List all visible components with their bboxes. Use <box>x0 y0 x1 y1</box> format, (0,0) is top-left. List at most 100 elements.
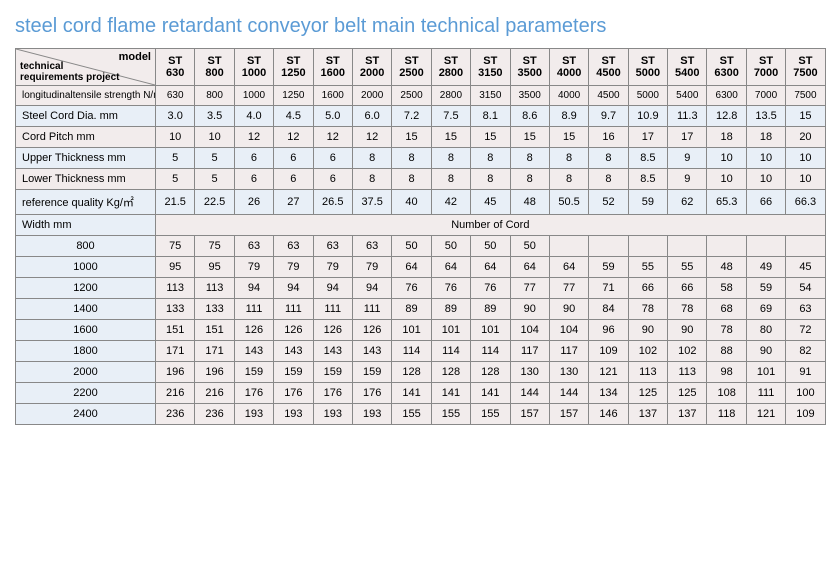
model-header: ST7500 <box>786 49 825 86</box>
cell: 8 <box>510 148 549 169</box>
cell: 5400 <box>668 86 707 106</box>
cell: 4000 <box>549 86 588 106</box>
cord-count-cell: 111 <box>274 299 313 320</box>
cell: 12 <box>352 127 391 148</box>
cell: 6 <box>274 169 313 190</box>
cell: 16 <box>589 127 628 148</box>
cell: 10 <box>707 148 746 169</box>
cell: 8 <box>352 169 391 190</box>
cell: 8 <box>471 148 510 169</box>
cell: 9 <box>668 148 707 169</box>
cord-count-cell: 126 <box>313 320 352 341</box>
cord-count-cell: 236 <box>156 404 195 425</box>
width-row: 1800171171143143143143114114114117117109… <box>16 341 826 362</box>
width-value: 800 <box>16 236 156 257</box>
model-header: ST5400 <box>668 49 707 86</box>
width-value: 2400 <box>16 404 156 425</box>
model-header: ST1000 <box>234 49 273 86</box>
model-header: ST7000 <box>746 49 785 86</box>
cell: 17 <box>668 127 707 148</box>
cord-count-cell: 141 <box>392 383 431 404</box>
cord-count-cell: 75 <box>156 236 195 257</box>
cell: 2800 <box>431 86 470 106</box>
spec-row: Cord Pitch mm101012121212151515151516171… <box>16 127 826 148</box>
cell: 800 <box>195 86 234 106</box>
cord-count-cell: 90 <box>510 299 549 320</box>
cord-count-cell: 196 <box>156 362 195 383</box>
cord-count-cell: 171 <box>195 341 234 362</box>
cord-count-cell: 193 <box>313 404 352 425</box>
model-header: ST1250 <box>274 49 313 86</box>
cord-count-cell: 176 <box>352 383 391 404</box>
model-header: ST2000 <box>352 49 391 86</box>
model-header: ST2500 <box>392 49 431 86</box>
table-body: longitudinaltensile strength N/mm6308001… <box>16 86 826 425</box>
cord-count-cell: 151 <box>195 320 234 341</box>
header-model-label: model <box>119 51 151 63</box>
model-header: ST2800 <box>431 49 470 86</box>
cell: 4.5 <box>274 106 313 127</box>
cell: 7000 <box>746 86 785 106</box>
cell: 4500 <box>589 86 628 106</box>
cell: 10 <box>746 169 785 190</box>
cord-count-cell: 84 <box>589 299 628 320</box>
cord-count-cell: 141 <box>431 383 470 404</box>
cell: 10 <box>786 169 825 190</box>
cell: 11.3 <box>668 106 707 127</box>
cord-count-cell <box>786 236 825 257</box>
cell: 21.5 <box>156 190 195 215</box>
cell: 6 <box>274 148 313 169</box>
cord-count-cell: 121 <box>589 362 628 383</box>
cord-count-cell: 128 <box>392 362 431 383</box>
cell: 8 <box>549 169 588 190</box>
cord-count-cell: 126 <box>274 320 313 341</box>
cell: 15 <box>392 127 431 148</box>
cell: 40 <box>392 190 431 215</box>
cell: 18 <box>707 127 746 148</box>
cord-count-cell: 66 <box>668 278 707 299</box>
cord-count-cell: 108 <box>707 383 746 404</box>
cell: 8.5 <box>628 169 667 190</box>
cord-count-cell: 76 <box>471 278 510 299</box>
cell: 62 <box>668 190 707 215</box>
cord-count-cell: 137 <box>628 404 667 425</box>
cord-count-cell: 125 <box>628 383 667 404</box>
cell: 12.8 <box>707 106 746 127</box>
spec-row: Steel Cord Dia. mm3.03.54.04.55.06.07.27… <box>16 106 826 127</box>
cord-count-cell: 91 <box>786 362 825 383</box>
cord-count-cell: 128 <box>431 362 470 383</box>
cord-count-cell <box>668 236 707 257</box>
cord-count-cell: 102 <box>668 341 707 362</box>
cord-count-cell: 101 <box>471 320 510 341</box>
cord-count-cell: 50 <box>431 236 470 257</box>
cell: 15 <box>549 127 588 148</box>
width-row: 2400236236193193193193155155155157157146… <box>16 404 826 425</box>
cord-count-cell: 77 <box>510 278 549 299</box>
width-row: 80075756363636350505050 <box>16 236 826 257</box>
cord-count-cell: 144 <box>549 383 588 404</box>
cord-count-cell: 90 <box>628 320 667 341</box>
cord-count-cell: 63 <box>352 236 391 257</box>
cell: 8 <box>589 169 628 190</box>
cell: 1250 <box>274 86 313 106</box>
cell: 26.5 <box>313 190 352 215</box>
cell: 8 <box>392 169 431 190</box>
cell: 3500 <box>510 86 549 106</box>
cell: 6 <box>313 169 352 190</box>
cell: 52 <box>589 190 628 215</box>
cord-count-cell: 78 <box>628 299 667 320</box>
cell: 66 <box>746 190 785 215</box>
cord-count-cell: 89 <box>392 299 431 320</box>
cord-count-cell: 69 <box>746 299 785 320</box>
cord-count-cell: 101 <box>746 362 785 383</box>
spec-row: Lower Thickness mm5566688888888.59101010 <box>16 169 826 190</box>
cord-count-cell: 89 <box>471 299 510 320</box>
cord-count-cell: 141 <box>471 383 510 404</box>
cord-count-cell: 193 <box>352 404 391 425</box>
cell: 8.9 <box>549 106 588 127</box>
cord-count-cell: 95 <box>195 257 234 278</box>
cell: 66.3 <box>786 190 825 215</box>
cell: 12 <box>234 127 273 148</box>
width-row: 1400133133111111111111898989909084787868… <box>16 299 826 320</box>
cord-count-cell: 114 <box>471 341 510 362</box>
